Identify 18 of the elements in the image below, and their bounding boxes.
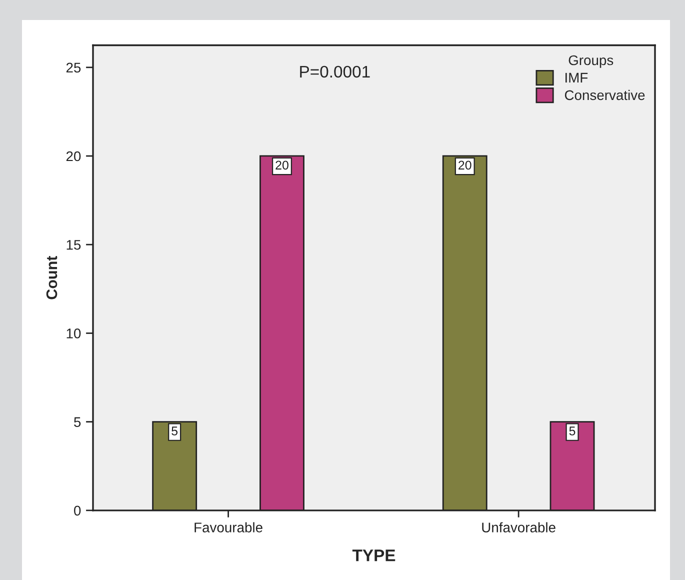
y-tick-label: 20 (66, 151, 81, 162)
y-axis-title: Count (46, 256, 58, 300)
data-label: 20 (458, 160, 472, 170)
y-tick-label: 15 (66, 240, 81, 250)
data-label: 5 (569, 426, 576, 436)
y-tick-label: 5 (74, 417, 81, 427)
y-tick-label: 25 (66, 62, 81, 73)
data-label: 20 (276, 160, 288, 170)
legend-label: IMF (566, 72, 588, 82)
legend-label: Conservative (564, 90, 645, 100)
y-tick-label: 0 (74, 506, 81, 516)
x-axis-title: TYPE (352, 550, 396, 562)
data-label: 5 (172, 426, 178, 436)
legend-title: Groups (568, 55, 614, 68)
x-tick-label: Favourable (194, 522, 262, 532)
x-tick-label: Unfavorable (482, 522, 556, 532)
annotation: P=0.0001 (300, 66, 370, 78)
y-tick-label: 10 (66, 328, 81, 338)
